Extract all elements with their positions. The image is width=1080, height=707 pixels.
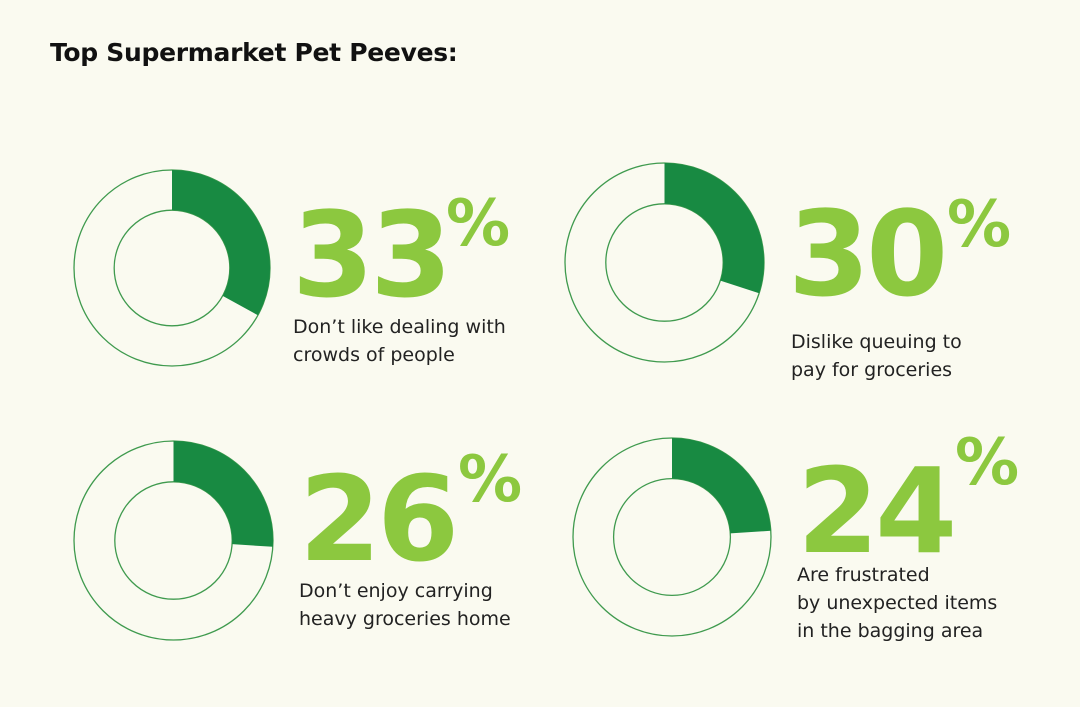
description-line: pay for groceries — [791, 359, 953, 381]
donut-value-segment — [664, 163, 764, 294]
description-line: Dislike queuing to — [791, 331, 962, 353]
percent-sign: % — [458, 443, 523, 517]
stat-description: Dislike queuing to pay for groceries — [791, 328, 962, 384]
description-line: heavy groceries home — [299, 608, 511, 630]
donut-chart-4 — [572, 437, 772, 637]
percent-value: 33 — [292, 186, 452, 324]
description-line: Are frustrated — [797, 564, 930, 586]
donut-chart-2 — [564, 162, 765, 363]
description-line: Don’t like dealing with — [293, 316, 506, 338]
donut-value-segment — [172, 170, 270, 316]
description-line: Don’t enjoy carrying — [299, 580, 493, 602]
percent-sign: % — [446, 187, 511, 261]
page-title: Top Supermarket Pet Peeves: — [50, 38, 458, 67]
description-line: crowds of people — [293, 344, 455, 366]
donut-inner-ring — [612, 477, 732, 597]
donut-inner-ring — [114, 481, 233, 600]
description-line: in the bagging area — [797, 620, 984, 642]
stat-description: Are frustrated by unexpected items in th… — [797, 561, 997, 645]
donut-inner-ring — [113, 209, 231, 327]
percent-sign: % — [947, 188, 1012, 262]
stat-description: Don’t like dealing with crowds of people — [293, 313, 506, 369]
donut-inner-ring — [605, 203, 724, 322]
donut-chart-1 — [73, 169, 271, 367]
stat-description: Don’t enjoy carrying heavy groceries hom… — [299, 577, 511, 633]
description-line: by unexpected items — [797, 592, 998, 614]
donut-chart-3 — [73, 440, 274, 641]
percent-value: 26 — [299, 450, 459, 588]
percent-value: 30 — [788, 185, 948, 323]
donut-value-segment — [173, 441, 273, 547]
percent-sign: % — [955, 426, 1020, 500]
percent-value: 24 — [797, 442, 957, 580]
donut-value-segment — [672, 438, 771, 534]
